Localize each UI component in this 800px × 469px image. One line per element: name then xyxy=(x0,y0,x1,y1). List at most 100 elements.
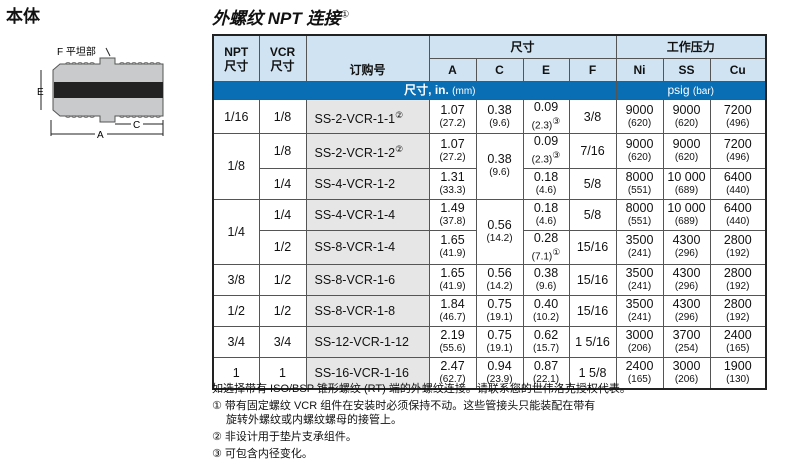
cell-ni: 3500 (241) xyxy=(615,229,664,265)
cell-cu: 2800 (192) xyxy=(709,294,767,327)
cell-e: 0.28 (7.1)① xyxy=(522,229,570,265)
cell-vcr: 3/4 xyxy=(258,325,307,358)
header-ss: SS xyxy=(662,58,711,82)
cell-a: 1.65 (41.9) xyxy=(428,263,477,296)
note-main: 如选择带有 ISO/BSP 锥形螺纹 (RT) 端的外螺纹连接。请联系您的世伟洛… xyxy=(212,383,631,395)
table-row: 1/8 1/8 SS-2-VCR-1-2② 1.07 (27.2) 0.38 (9.6) 0.… xyxy=(212,133,767,200)
cell-npt: 1/8 xyxy=(212,133,260,200)
cell-a: 1.84 (46.7) xyxy=(428,294,477,327)
cell-cu: 6400 (440) xyxy=(709,198,767,231)
cell-ni: 3500 (241) xyxy=(615,263,664,296)
cell-order: SS-4-VCR-1-4 xyxy=(305,198,430,231)
table-row: 1 1 SS-16-VCR-1-16 2.47 (62.7) 0.94 (23.9) 0.87… xyxy=(212,356,767,390)
svg-text:F 平坦部: F 平坦部 xyxy=(57,45,96,58)
cell-cu: 2800 (192) xyxy=(709,263,767,296)
cell-order: SS-4-VCR-1-2 xyxy=(305,167,430,200)
cell-npt: 3/4 xyxy=(212,325,260,358)
cell-order: SS-8-VCR-1-4 xyxy=(305,229,430,265)
cell-f: 15/16 xyxy=(568,263,617,296)
header-ni: Ni xyxy=(615,58,664,82)
cell-cu: 2400 (165) xyxy=(709,325,767,358)
header-npt: NPT 尺寸 xyxy=(212,34,260,82)
cell-e: 0.18 (4.6) xyxy=(522,198,570,231)
cell-ni: 9000 (620) xyxy=(615,133,664,169)
cell-e: 0.87 (22.1) xyxy=(522,356,570,390)
cell-vcr: 1/8 xyxy=(258,133,307,169)
cell-a: 1.07 (27.2) xyxy=(428,133,477,169)
note-2: ② 非设计用于垫片支承组件。 xyxy=(212,431,357,443)
cell-ss: 9000 (620) xyxy=(662,133,711,169)
cell-ni: 2400 (165) xyxy=(615,356,664,390)
units-pressure: psig (bar) xyxy=(615,81,767,100)
cell-f: 15/16 xyxy=(568,294,617,327)
cell-vcr: 1/4 xyxy=(258,198,307,231)
cell-cu: 6400 (440) xyxy=(709,167,767,200)
cell-ni: 3000 (206) xyxy=(615,325,664,358)
cell-e: 0.09 (2.3)③ xyxy=(522,98,570,135)
table-row: 3/4 3/4 SS-12-VCR-1-12 2.19 (55.6) 0.75 (19.1)… xyxy=(212,325,767,358)
cell-ss: 10 000 (689) xyxy=(662,167,711,200)
cell-ni: 8000 (551) xyxy=(615,198,664,231)
table-row: 1/16 1/8 SS-2-VCR-1-1② 1.07 (27.2) 0.38 (9.6) 0… xyxy=(212,98,767,135)
cell-f: 1 5/8 xyxy=(568,356,617,390)
header-a: A xyxy=(428,58,477,82)
header-order: 订购号 xyxy=(305,34,430,82)
cell-c: 0.75 (19.1) xyxy=(475,294,524,327)
units-dims: 尺寸, in. (mm) xyxy=(212,81,617,100)
fitting-table: NPT 尺寸 VCR 尺寸 订购号 尺寸 工作压力 A C E F Ni SS … xyxy=(212,34,767,390)
footnotes: 如选择带有 ISO/BSP 锥形螺纹 (RT) 端的外螺纹连接。请联系您的世伟洛… xyxy=(212,382,631,464)
cell-order: SS-16-VCR-1-16 xyxy=(305,356,430,390)
cell-c: 0.38 (9.6) xyxy=(475,98,524,135)
cell-a: 1.31 (33.3) xyxy=(428,167,477,200)
cell-npt: 1 xyxy=(212,356,260,390)
cell-f: 1 5/16 xyxy=(568,325,617,358)
cell-vcr: 1 xyxy=(258,356,307,390)
cell-ss: 3000 (206) xyxy=(662,356,711,390)
cell-e: 0.38 (9.6) xyxy=(522,263,570,296)
cell-ss: 9000 (620) xyxy=(662,98,711,135)
section-title: 本体 xyxy=(6,7,40,26)
cell-e: 0.62 (15.7) xyxy=(522,325,570,358)
cell-ss: 4300 (296) xyxy=(662,229,711,265)
table-row: 1/4 1/4 SS-4-VCR-1-4 1.49 (37.8) 0.56 (14.2) 0.… xyxy=(212,198,767,265)
header-f: F xyxy=(568,58,617,82)
header-e: E xyxy=(522,58,570,82)
table-row: 1/2 SS-8-VCR-1-4 1.65 (41.9) 0.28 (7.1)① 15/16… xyxy=(213,229,767,265)
header-cu: Cu xyxy=(709,58,767,82)
cell-cu: 2800 (192) xyxy=(709,229,767,265)
cell-ss: 4300 (296) xyxy=(662,294,711,327)
cell-npt: 1/16 xyxy=(212,98,260,135)
cell-c: 0.56 (14.2) xyxy=(475,198,524,265)
cell-c: 0.56 (14.2) xyxy=(475,263,524,296)
cell-vcr: 1/2 xyxy=(258,294,307,327)
fitting-diagram: F 平坦部 E A C xyxy=(37,45,164,140)
cell-a: 1.65 (41.9) xyxy=(428,229,477,265)
cell-npt: 3/8 xyxy=(212,263,260,296)
note-3: ③ 可包含内径变化。 xyxy=(212,448,313,460)
cell-cu: 1900 (130) xyxy=(709,356,767,390)
cell-npt: 1/4 xyxy=(212,198,260,265)
table-row: 1/2 1/2 SS-8-VCR-1-8 1.84 (46.7) 0.75 (19.1) 0.… xyxy=(212,294,767,327)
cell-vcr: 1/4 xyxy=(258,167,307,200)
note-1: ① 带有固定螺纹 VCR 组件在安装时必须保持不动。这些管接头只能装配在带有 旋转… xyxy=(212,400,596,426)
cell-order: SS-2-VCR-1-1② xyxy=(305,98,430,135)
cell-cu: 7200 (496) xyxy=(709,98,767,135)
cell-c: 0.38 (9.6) xyxy=(475,133,524,200)
cell-e: 0.18 (4.6) xyxy=(522,167,570,200)
svg-text:A: A xyxy=(97,130,104,140)
cell-ni: 3500 (241) xyxy=(615,294,664,327)
cell-e: 0.40 (10.2) xyxy=(522,294,570,327)
cell-f: 3/8 xyxy=(568,98,617,135)
cell-ni: 8000 (551) xyxy=(615,167,664,200)
cell-e: 0.09 (2.3)③ xyxy=(522,133,570,169)
cell-c: 0.75 (19.1) xyxy=(475,325,524,358)
table-title: 外螺纹 NPT 连接① xyxy=(212,9,350,28)
cell-order: SS-2-VCR-1-2② xyxy=(305,133,430,169)
cell-a: 2.19 (55.6) xyxy=(428,325,477,358)
cell-f: 5/8 xyxy=(568,198,617,231)
cell-vcr: 1/2 xyxy=(258,229,307,265)
svg-text:C: C xyxy=(133,120,140,131)
cell-a: 1.49 (37.8) xyxy=(428,198,477,231)
header-pressure: 工作压力 xyxy=(615,34,767,59)
header-c: C xyxy=(475,58,524,82)
